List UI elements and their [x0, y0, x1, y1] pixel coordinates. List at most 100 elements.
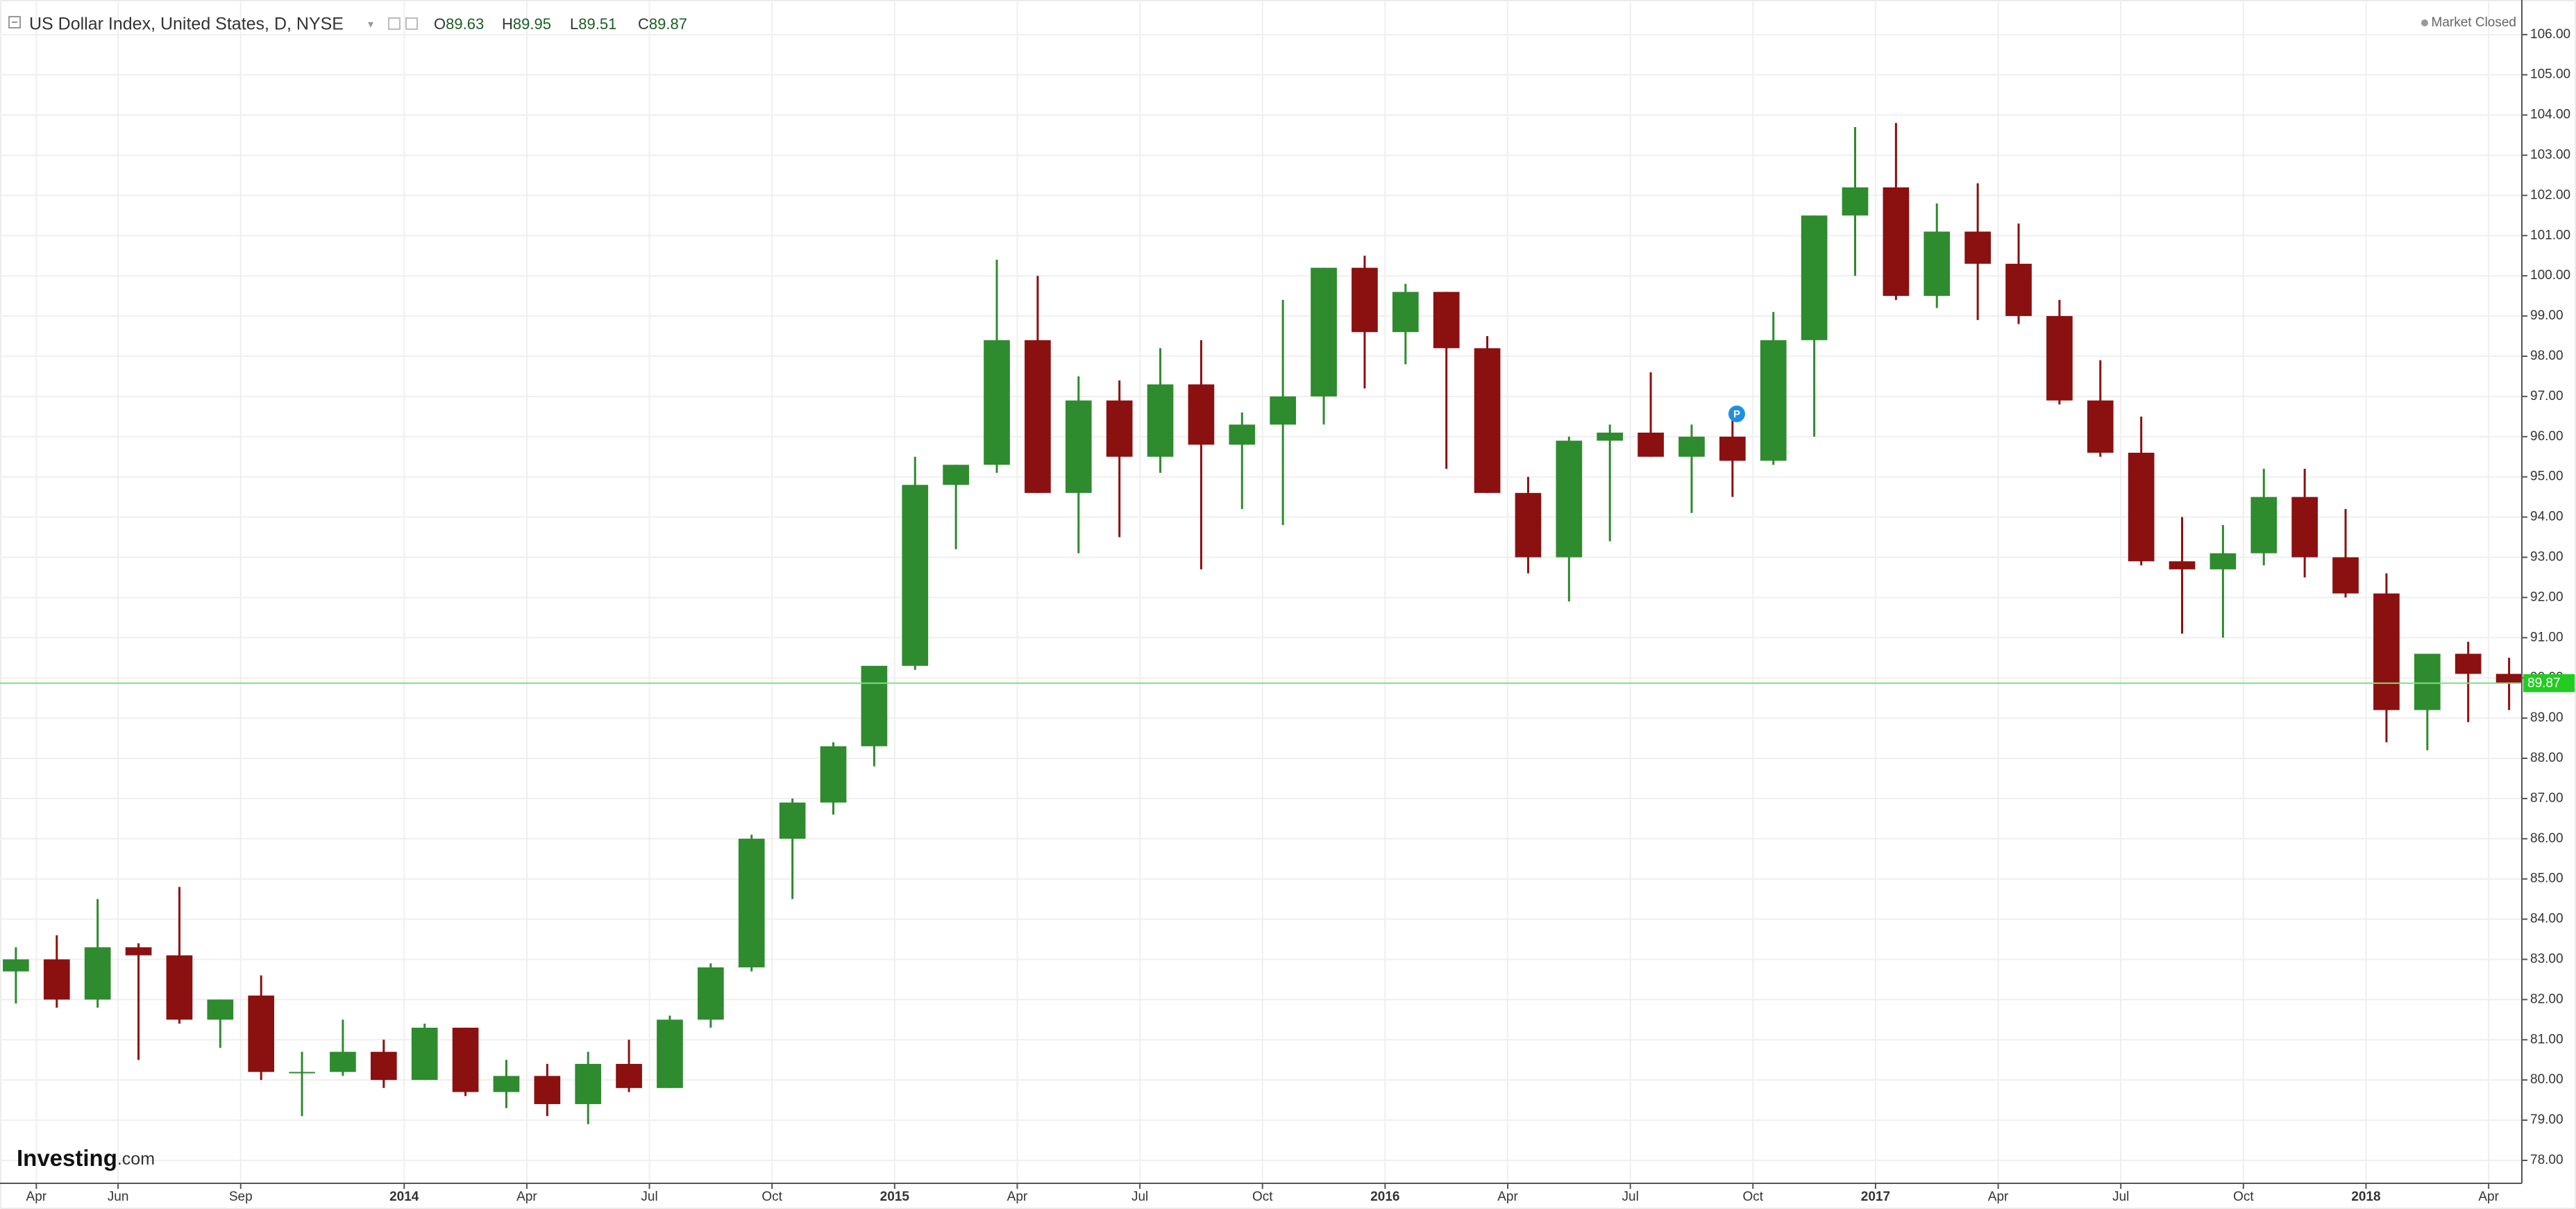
x-tick-label: Jul [1622, 1190, 1639, 1204]
market-status: Market Closed [2432, 15, 2517, 30]
x-tick-label: Apr [2478, 1190, 2499, 1204]
candle-body [125, 947, 152, 956]
candle-body [820, 746, 847, 803]
candle-body [657, 1019, 683, 1088]
x-tick-label: Jul [1131, 1190, 1148, 1204]
y-tick-label: 91.00 [2530, 630, 2564, 644]
candle-body [1556, 440, 1583, 558]
y-tick-label: 102.00 [2530, 187, 2570, 202]
logo-name: Investing [17, 1145, 117, 1171]
candle-body [43, 959, 70, 1000]
candle-body [1760, 340, 1787, 461]
y-tick-label: 105.00 [2530, 67, 2570, 82]
candle-body [1964, 231, 1991, 264]
x-tick-label: Apr [1007, 1190, 1028, 1204]
candle-body [2373, 593, 2400, 710]
y-tick-label: 83.00 [2530, 952, 2564, 967]
y-tick-label: 78.00 [2530, 1153, 2564, 1167]
event-marker-label[interactable]: P [1733, 408, 1740, 420]
y-tick-label: 95.00 [2530, 469, 2564, 484]
candle-body [861, 665, 888, 747]
y-tick-label: 84.00 [2530, 912, 2564, 926]
candle-body [1474, 348, 1501, 493]
candle-body [289, 1072, 315, 1074]
y-tick-label: 106.00 [2530, 27, 2570, 42]
candle-body [616, 1064, 642, 1088]
x-tick-label: Oct [1252, 1190, 1273, 1204]
candle-body [1883, 187, 1910, 297]
y-tick-label: 92.00 [2530, 590, 2564, 604]
candle-body [1188, 384, 1215, 445]
y-tick-label: 101.00 [2530, 228, 2570, 242]
x-tick-label: 2016 [1370, 1190, 1399, 1204]
ohlc-key: O [434, 15, 446, 33]
candle-body [493, 1076, 520, 1092]
candle-body [2414, 653, 2441, 710]
y-tick-label: 80.00 [2530, 1072, 2564, 1087]
y-tick-label: 97.00 [2530, 389, 2564, 403]
x-tick-label: 2017 [1861, 1190, 1890, 1204]
candle-body [1147, 384, 1174, 457]
dropdown-icon[interactable]: ▾ [368, 19, 373, 31]
y-tick-label: 88.00 [2530, 751, 2564, 765]
candle-body [1352, 267, 1378, 333]
candle-body [1638, 433, 1664, 457]
ohlc-key: C [638, 15, 649, 33]
candle-body [984, 340, 1010, 465]
candle-body [452, 1027, 479, 1092]
candle-body [2455, 653, 2482, 674]
candle-body [902, 485, 929, 666]
candle-body [2169, 561, 2196, 569]
x-tick-label: Apr [1497, 1190, 1518, 1204]
x-tick-label: Oct [1743, 1190, 1764, 1204]
status-dot [2421, 19, 2428, 26]
candle-body [2046, 316, 2073, 401]
candle-body [1801, 215, 1828, 340]
y-tick-label: 81.00 [2530, 1032, 2564, 1047]
candle-body [1923, 231, 1951, 297]
y-tick-label: 85.00 [2530, 872, 2564, 886]
candle-body [3, 959, 29, 972]
y-tick-label: 94.00 [2530, 510, 2564, 524]
x-tick-label: Oct [761, 1190, 782, 1204]
ohlc-value: 89.51 [578, 15, 616, 33]
x-tick-label: Apr [1988, 1190, 2009, 1204]
x-tick-label: Oct [2233, 1190, 2254, 1204]
x-tick-label: Apr [26, 1190, 47, 1204]
collapse-icon[interactable] [8, 16, 21, 28]
candle-body [207, 999, 234, 1020]
candle-body [1106, 400, 1133, 457]
y-tick-label: 86.00 [2530, 831, 2564, 846]
last-price-tag [2523, 674, 2575, 692]
settings-icon[interactable] [388, 17, 401, 30]
x-tick-label: 2015 [880, 1190, 910, 1204]
ohlc-item: O89.63 [434, 15, 484, 33]
candle-body [1392, 292, 1419, 333]
candle-body [738, 838, 765, 968]
symbol-title: US Dollar Index, United States, D, NYSE [29, 15, 344, 34]
y-tick-label: 104.00 [2530, 108, 2570, 122]
candle-body [1678, 436, 1705, 457]
candle-body [2209, 553, 2237, 569]
event-marker[interactable] [1728, 406, 1745, 422]
x-tick-label: Apr [516, 1190, 537, 1204]
candle-body [1270, 396, 1297, 425]
close-icon[interactable] [405, 17, 418, 30]
x-tick-label: Jun [108, 1190, 129, 1204]
ohlc-value: 89.95 [513, 15, 551, 33]
logo-suffix: .com [117, 1149, 155, 1169]
last-price-label: 89.87 [2527, 676, 2561, 691]
candle-body [2495, 674, 2523, 683]
candle-body [779, 802, 806, 839]
ohlc-key: L [570, 15, 578, 33]
y-tick-label: 103.00 [2530, 148, 2570, 162]
y-tick-label: 98.00 [2530, 349, 2564, 363]
y-tick-label: 93.00 [2530, 550, 2564, 565]
candle-body [575, 1064, 602, 1104]
candle-body [166, 955, 193, 1020]
candle-body [1842, 187, 1869, 216]
candle-body [2087, 400, 2114, 453]
